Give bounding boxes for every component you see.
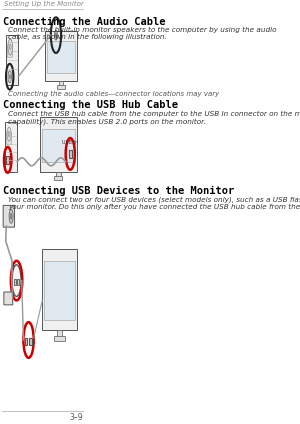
Circle shape [10, 213, 12, 219]
Bar [54, 336, 64, 341]
FancyBboxPatch shape [4, 292, 13, 305]
Text: Connecting the USB Hub Cable: Connecting the USB Hub Cable [3, 100, 178, 111]
Bar [29, 338, 32, 345]
Circle shape [12, 265, 21, 296]
Text: Connecting the audio cables—connector locations may vary: Connecting the audio cables—connector lo… [8, 91, 219, 97]
Bar [5, 122, 17, 172]
Bar [6, 132, 10, 144]
Bar [40, 117, 76, 172]
Text: Connecting the Audio Cable: Connecting the Audio Cable [3, 17, 165, 28]
Bar [7, 45, 12, 57]
Bar [58, 81, 63, 86]
Bar [17, 279, 20, 285]
Bar [6, 35, 18, 85]
Circle shape [8, 39, 13, 55]
Circle shape [9, 44, 11, 50]
Bar [42, 249, 76, 330]
Text: Connecting USB Devices to the Monitor: Connecting USB Devices to the Monitor [3, 186, 234, 195]
Bar [68, 150, 72, 158]
Circle shape [8, 131, 10, 137]
Bar [6, 156, 9, 164]
Text: You can connect two or four USB devices (select models only), such as a USB flas: You can connect two or four USB devices … [8, 196, 300, 210]
Bar [47, 41, 75, 73]
Bar [14, 279, 16, 285]
Text: Connect the USB hub cable from the computer to the USB In connector on the monit: Connect the USB hub cable from the compu… [8, 110, 300, 125]
Circle shape [9, 209, 13, 223]
Text: 3–9: 3–9 [70, 413, 83, 422]
Bar [25, 338, 27, 345]
FancyBboxPatch shape [3, 205, 15, 227]
Bar [44, 261, 75, 320]
Circle shape [55, 30, 57, 40]
Bar [42, 129, 75, 162]
Bar [56, 172, 61, 177]
Bar [57, 330, 62, 337]
Text: USB In: USB In [62, 140, 78, 145]
Bar [45, 31, 76, 81]
Circle shape [7, 127, 11, 141]
Bar [57, 85, 65, 89]
Circle shape [9, 75, 10, 79]
Text: Setting Up the Monitor: Setting Up the Monitor [4, 1, 83, 8]
Bar [54, 176, 62, 180]
Text: Connect the built-in monitor speakers to the computer by using the audio cable, : Connect the built-in monitor speakers to… [8, 27, 277, 40]
Circle shape [8, 71, 11, 83]
